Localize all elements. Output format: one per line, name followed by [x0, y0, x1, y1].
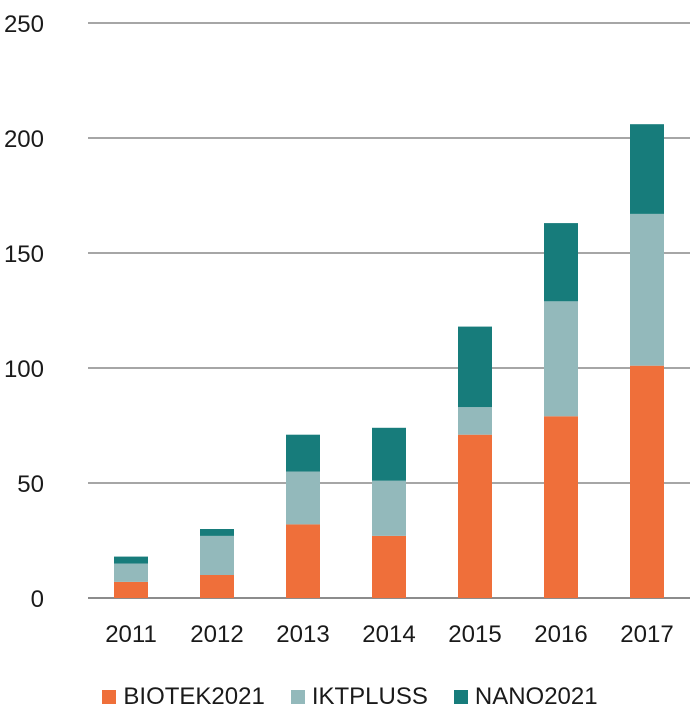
x-tick-label-2011: 2011 [105, 621, 157, 648]
bar-biotek2021-2016 [544, 416, 578, 598]
bar-iktpluss-2015 [458, 407, 492, 435]
y-tick-label-0: 0 [31, 586, 44, 613]
bar-nano2021-2016 [544, 223, 578, 302]
bar-nano2021-2013 [286, 434, 320, 472]
legend: BIOTEK2021 IKTPLUSS NANO2021 [0, 672, 700, 722]
bar-iktpluss-2013 [286, 471, 320, 525]
legend-swatch-iktpluss [290, 690, 305, 704]
x-tick-label-2012: 2012 [190, 621, 243, 648]
bar-iktpluss-2011 [114, 563, 148, 582]
y-tick-label-250: 250 [4, 11, 44, 38]
y-tick-label-150: 150 [4, 241, 44, 268]
bar-iktpluss-2012 [200, 535, 234, 575]
y-tick-label-50: 50 [17, 471, 44, 498]
legend-label-biotek2021: BIOTEK2021 [123, 683, 265, 710]
x-tick-label-2013: 2013 [276, 621, 329, 648]
legend-swatch-nano2021 [453, 690, 468, 704]
bar-biotek2021-2011 [114, 581, 148, 598]
stacked-bar-chart: 0 50 100 150 200 250 2011 2012 2013 2014 2015 2016… [4, 11, 690, 648]
bar-biotek2021-2017 [630, 365, 664, 598]
x-tick-label-2015: 2015 [448, 621, 501, 648]
legend-item-biotek2021: BIOTEK2021 [102, 683, 265, 711]
y-axis: 0 50 100 150 200 250 [4, 11, 44, 613]
bar-nano2021-2012 [200, 529, 234, 536]
legend-label-nano2021: NANO2021 [474, 683, 598, 710]
bar-biotek2021-2015 [458, 434, 492, 598]
y-tick-label-100: 100 [4, 356, 44, 383]
x-tick-label-2016: 2016 [534, 621, 587, 648]
bar-nano2021-2011 [114, 556, 148, 564]
bar-nano2021-2014 [372, 427, 406, 481]
bar-nano2021-2015 [458, 326, 492, 408]
legend-swatch-biotek2021 [102, 690, 117, 704]
bars [114, 124, 664, 598]
bar-iktpluss-2014 [372, 480, 406, 536]
y-tick-label-200: 200 [4, 126, 44, 153]
x-tick-label-2017: 2017 [620, 621, 673, 648]
bar-biotek2021-2014 [372, 535, 406, 598]
bar-iktpluss-2017 [630, 213, 664, 366]
x-tick-label-2014: 2014 [362, 621, 415, 648]
legend-item-nano2021: NANO2021 [453, 683, 598, 711]
bar-biotek2021-2013 [286, 524, 320, 598]
legend-item-iktpluss: IKTPLUSS [290, 683, 428, 711]
bar-iktpluss-2016 [544, 301, 578, 417]
bar-nano2021-2017 [630, 124, 664, 214]
bar-biotek2021-2012 [200, 575, 234, 598]
legend-label-iktpluss: IKTPLUSS [311, 683, 428, 710]
gridlines [88, 22, 690, 599]
x-axis: 2011 2012 2013 2014 2015 2016 2017 [105, 621, 674, 648]
